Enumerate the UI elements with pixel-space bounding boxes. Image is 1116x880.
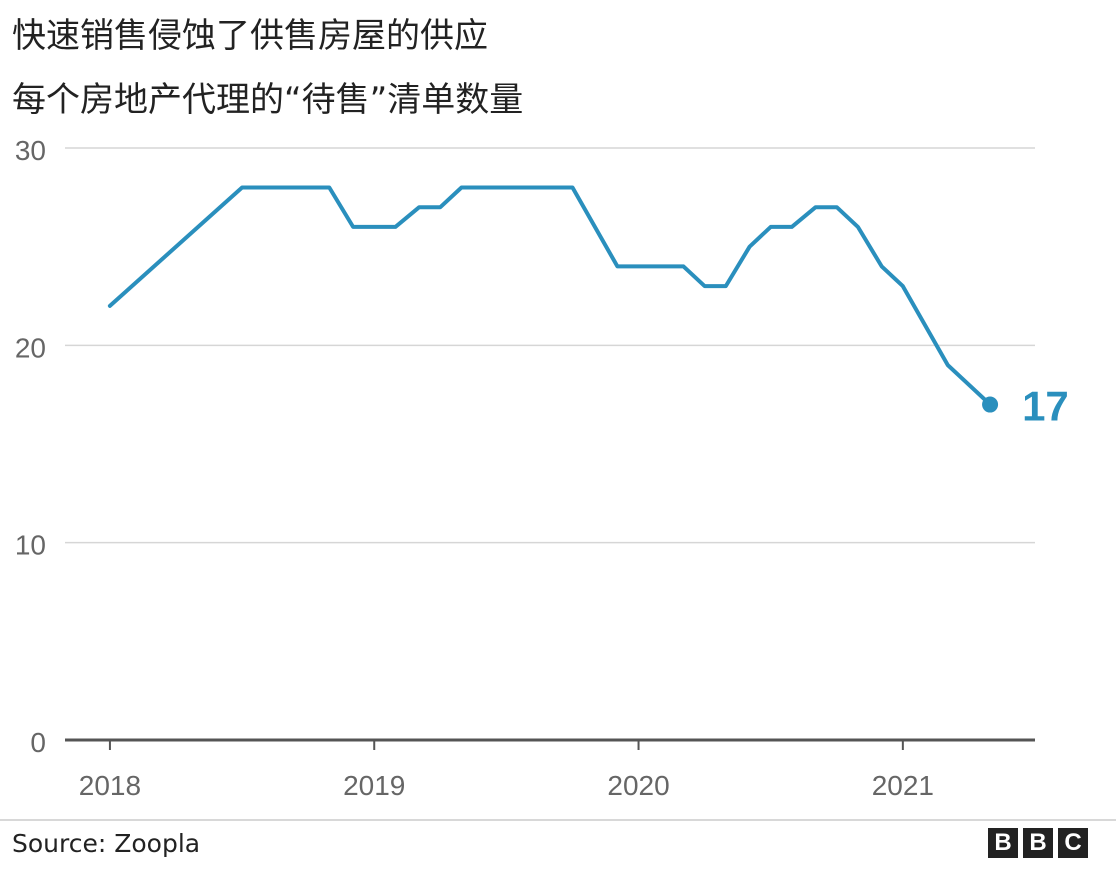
axes [0, 738, 1116, 821]
y-tick-label: 20 [15, 332, 46, 363]
series [107, 185, 999, 413]
logo-block: B [988, 828, 1018, 858]
bbc-logo: B B C [988, 828, 1088, 858]
x-tick-label: 2019 [343, 770, 405, 801]
end-point-marker [982, 396, 999, 413]
x-tick-label: 2018 [79, 770, 141, 801]
source-note: Source: Zoopla [12, 829, 201, 858]
chart-title: 快速销售侵蚀了供售房屋的供应 [12, 16, 488, 56]
logo-block: B [1023, 828, 1053, 858]
y-tick-label: 30 [15, 135, 46, 166]
x-tick-label: 2021 [872, 770, 934, 801]
series-line [107, 185, 993, 407]
y-tick-label: 10 [15, 530, 46, 561]
gridlines [65, 147, 1035, 544]
x-tick-label: 2020 [607, 770, 669, 801]
y-tick-label: 0 [30, 727, 46, 758]
logo-block: C [1058, 828, 1088, 858]
end-value-label: 17 [1022, 383, 1069, 430]
chart-subtitle: 每个房地产代理的“待售”清单数量 [12, 80, 524, 120]
labels: 0 10 20 30 2018 2019 2020 2021 17 [15, 135, 1069, 801]
